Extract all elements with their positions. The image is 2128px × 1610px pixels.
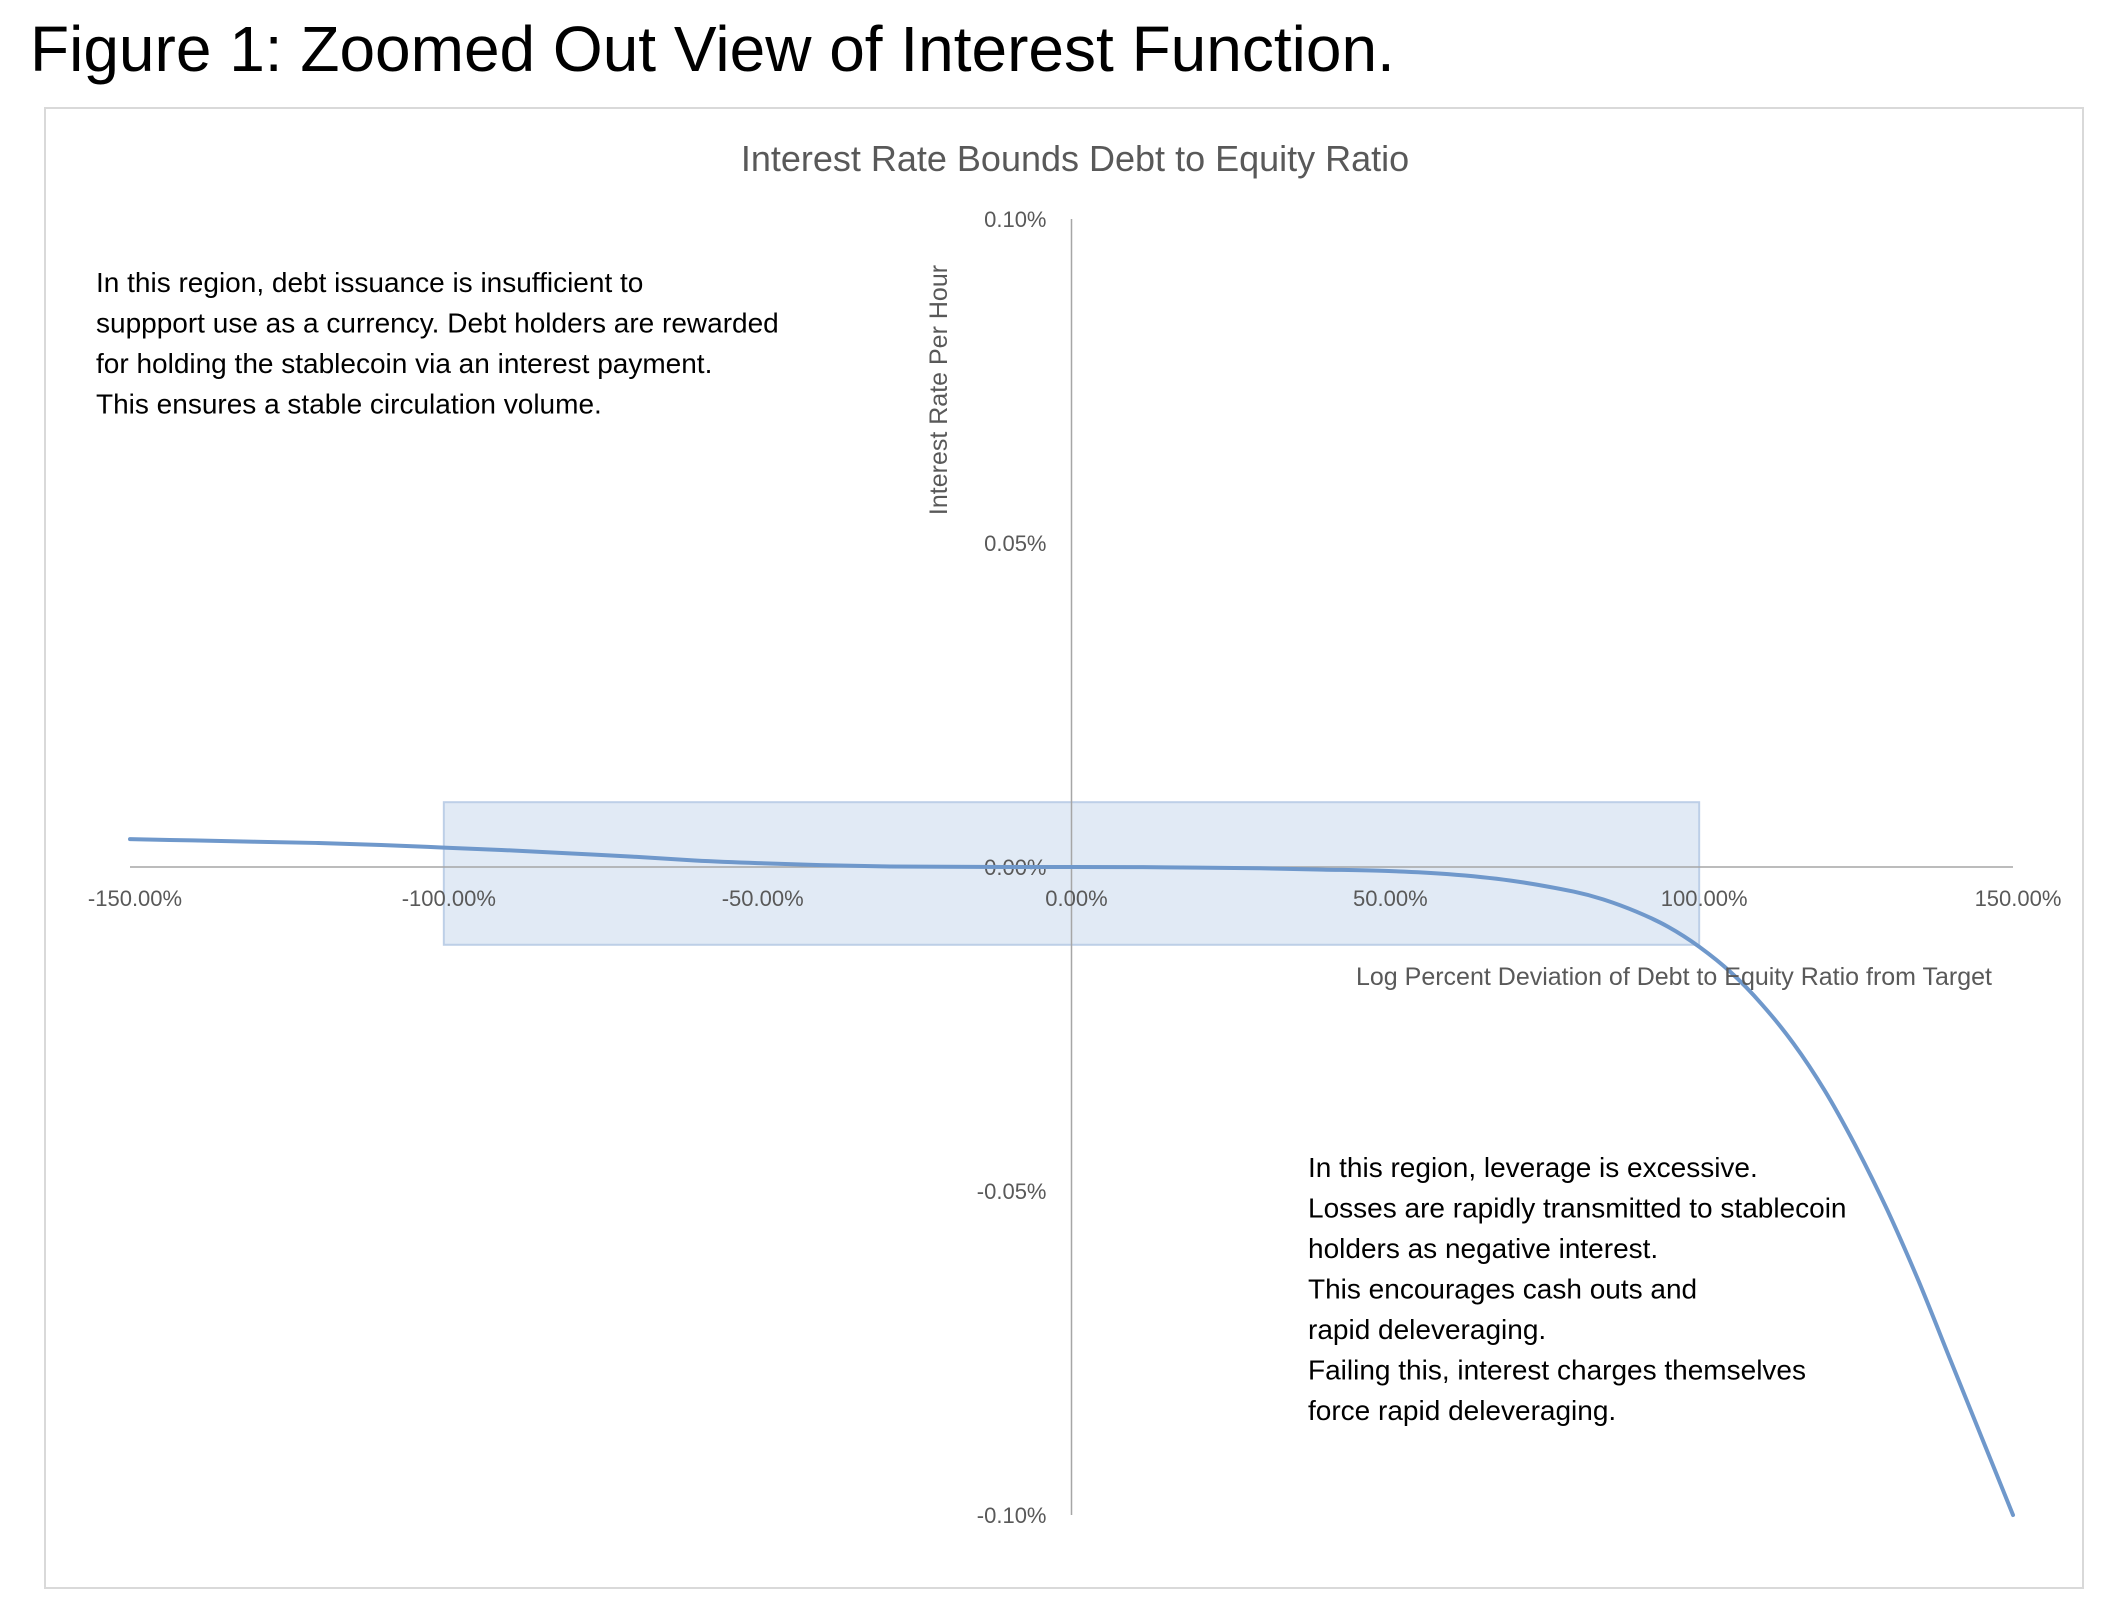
annotation-line: In this region, debt issuance is insuffi… bbox=[96, 267, 643, 298]
interest-rate-series-line bbox=[128, 837, 2015, 1517]
annotation-low-leverage: In this region, debt issuance is insuffi… bbox=[96, 267, 779, 420]
x-tick-label: 50.00% bbox=[1353, 886, 1428, 911]
y-tick-label: 0.10% bbox=[984, 207, 1046, 232]
y-tick-label: 0.05% bbox=[984, 531, 1046, 556]
y-tick-label: -0.10% bbox=[977, 1503, 1047, 1528]
y-axis-title: Interest Rate Per Hour bbox=[925, 265, 953, 515]
x-tick-label: -150.00% bbox=[88, 886, 182, 911]
x-tick-label: 0.00% bbox=[1045, 886, 1107, 911]
x-tick-label: -100.00% bbox=[402, 886, 496, 911]
annotation-line: suppport use as a currency. Debt holders… bbox=[96, 308, 779, 339]
x-tick-label: 100.00% bbox=[1661, 886, 1748, 911]
annotation-line: for holding the stablecoin via an intere… bbox=[96, 348, 712, 379]
annotation-line: rapid deleveraging. bbox=[1308, 1314, 1546, 1345]
annotation-line: Failing this, interest charges themselve… bbox=[1308, 1355, 1806, 1386]
annotation-high-leverage: In this region, leverage is excessive. Lo… bbox=[1308, 1152, 1847, 1426]
annotation-line: This encourages cash outs and bbox=[1308, 1274, 1697, 1305]
annotation-line: This ensures a stable circulation volume… bbox=[96, 389, 602, 420]
figure-title: Figure 1: Zoomed Out View of Interest Fu… bbox=[30, 13, 1395, 85]
annotation-line: holders as negative interest. bbox=[1308, 1233, 1658, 1264]
x-tick-label: -50.00% bbox=[722, 886, 804, 911]
chart-title: Interest Rate Bounds Debt to Equity Rati… bbox=[741, 138, 1409, 179]
x-axis-title: Log Percent Deviation of Debt to Equity … bbox=[1356, 963, 1992, 991]
y-tick-label: -0.05% bbox=[977, 1179, 1047, 1204]
annotation-line: Losses are rapidly transmitted to stable… bbox=[1308, 1193, 1847, 1224]
annotation-line: In this region, leverage is excessive. bbox=[1308, 1152, 1758, 1183]
x-tick-label: 150.00% bbox=[1975, 886, 2062, 911]
annotation-line: force rapid deleveraging. bbox=[1308, 1395, 1616, 1426]
